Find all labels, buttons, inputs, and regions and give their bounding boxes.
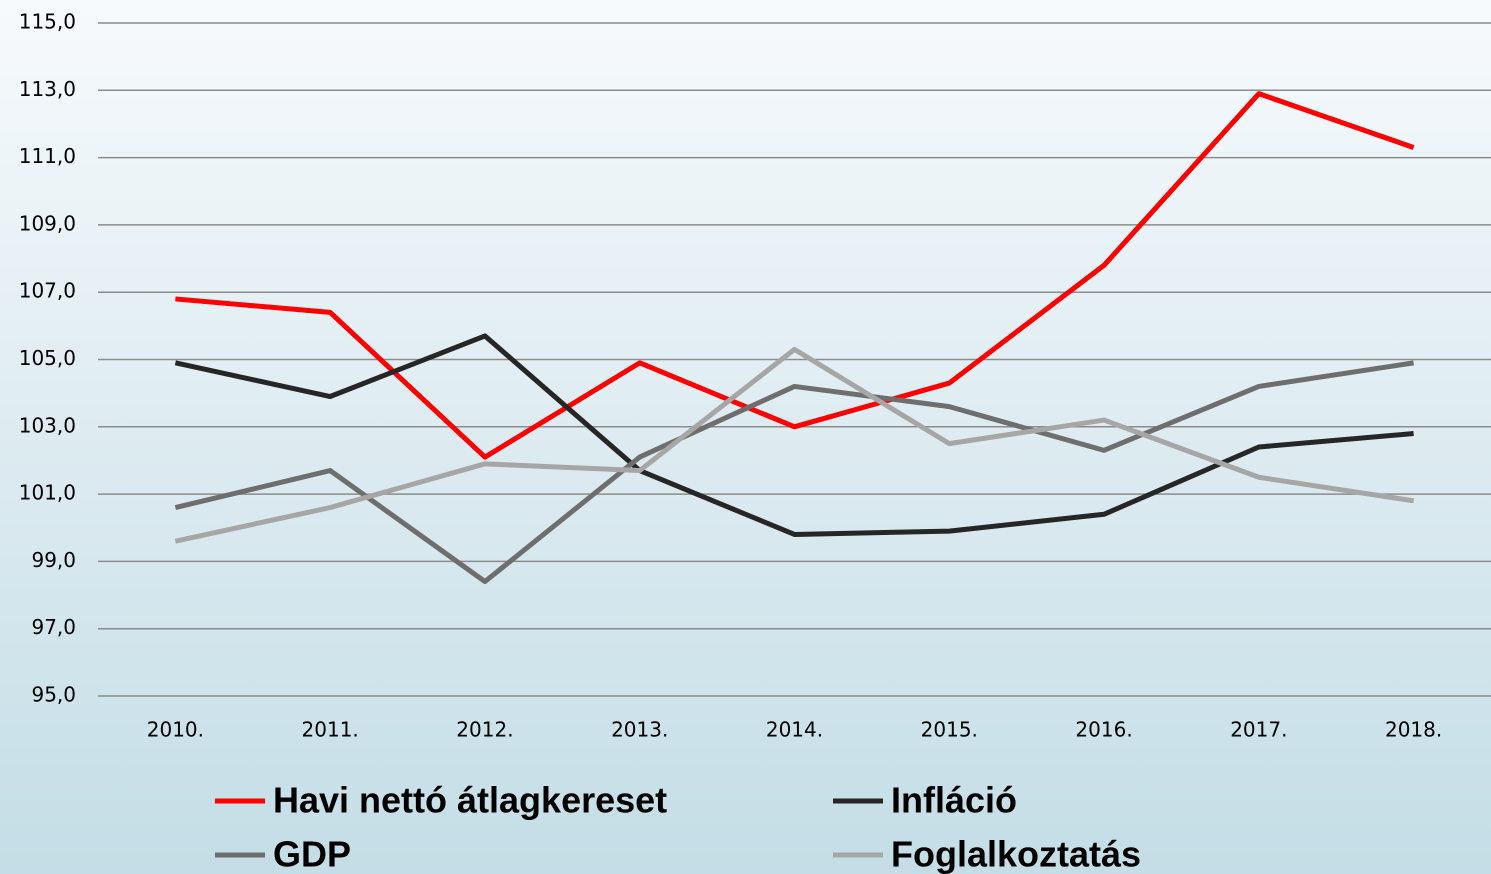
y-tick-label: 97,0 xyxy=(31,615,76,639)
x-tick-label: 2013. xyxy=(611,718,668,742)
series-line xyxy=(175,91,1415,460)
y-tick-label: 99,0 xyxy=(31,548,76,572)
x-tick-label: 2017. xyxy=(1230,718,1287,742)
series-line xyxy=(174,360,1414,585)
legend-label: Havi nettó átlagkereset xyxy=(273,780,667,821)
x-tick-label: 2018. xyxy=(1385,718,1442,742)
y-tick-label: 103,0 xyxy=(19,413,76,437)
legend-label: Foglalkoztatás xyxy=(891,834,1141,874)
x-tick-label: 2016. xyxy=(1075,718,1132,742)
x-tick-label: 2010. xyxy=(147,718,204,742)
y-tick-label: 101,0 xyxy=(19,481,76,505)
y-tick-label: 109,0 xyxy=(19,211,76,235)
y-tick-label: 105,0 xyxy=(19,346,76,370)
series-line xyxy=(174,333,1414,537)
x-tick-label: 2011. xyxy=(302,718,359,742)
y-tick-label: 107,0 xyxy=(19,279,76,303)
y-tick-label: 115,0 xyxy=(19,10,76,34)
legend-label: GDP xyxy=(273,834,351,874)
y-tick-label: 113,0 xyxy=(19,77,76,101)
series-line xyxy=(174,346,1414,544)
y-tick-label: 111,0 xyxy=(19,144,76,168)
y-tick-label: 95,0 xyxy=(31,683,76,707)
x-tick-label: 2012. xyxy=(456,718,513,742)
x-tick-label: 2014. xyxy=(766,718,823,742)
legend-label: Infláció xyxy=(891,780,1017,821)
x-tick-label: 2015. xyxy=(921,718,978,742)
